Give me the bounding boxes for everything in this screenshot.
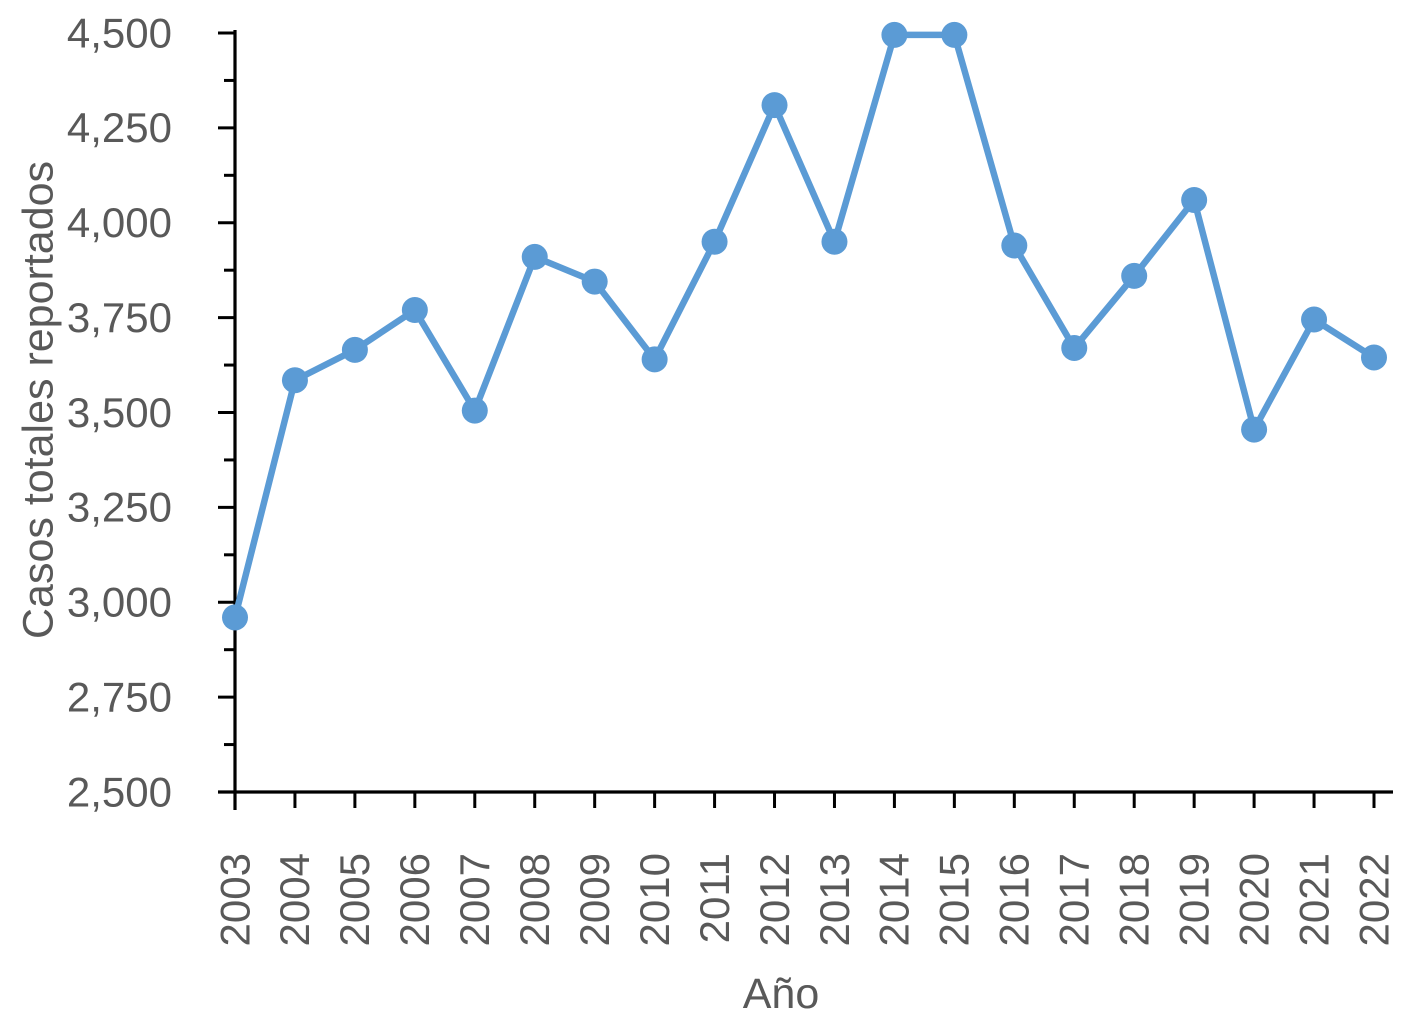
data-point-marker-2015 — [941, 21, 968, 48]
data-point-marker-2011 — [701, 228, 728, 255]
data-point-marker-2013 — [821, 228, 848, 255]
y-tick-label: 3,750 — [67, 294, 172, 341]
x-tick-label: 2006 — [391, 853, 438, 946]
data-point-marker-2019 — [1181, 186, 1208, 213]
x-tick-label: 2011 — [691, 853, 738, 943]
y-tick-label: 2,500 — [67, 768, 172, 815]
axes-layer — [218, 30, 1393, 810]
y-tick-label: 3,000 — [67, 579, 172, 626]
tick-labels-layer: 2,500 2,750 3,000 3,250 3,500 3,750 4,000 4,250… — [67, 9, 1397, 946]
x-tick-label: 2008 — [511, 853, 558, 946]
x-tick-label: 2004 — [271, 853, 318, 946]
x-tick-label: 2003 — [211, 853, 258, 946]
y-tick-label: 2,750 — [67, 673, 172, 720]
data-point-marker-2003 — [222, 604, 248, 631]
data-point-marker-2012 — [761, 92, 788, 119]
y-axis-title: Casos totales reportados — [15, 161, 63, 639]
data-point-marker-2020 — [1241, 416, 1268, 443]
ticks-layer — [218, 31, 1376, 808]
x-tick-label: 2009 — [571, 853, 618, 946]
x-tick-label: 2019 — [1170, 853, 1217, 946]
data-point-marker-2010 — [641, 346, 668, 373]
data-point-marker-2007 — [461, 397, 488, 424]
x-tick-label: 2021 — [1290, 853, 1337, 946]
y-tick-label: 4,500 — [67, 9, 172, 56]
data-point-marker-2004 — [281, 367, 308, 394]
x-tick-label: 2020 — [1230, 853, 1277, 946]
data-point-marker-2016 — [1001, 232, 1028, 259]
data-point-marker-2018 — [1121, 262, 1148, 289]
data-point-marker-2008 — [521, 243, 548, 270]
x-tick-label: 2015 — [931, 853, 978, 946]
data-point-marker-2021 — [1301, 306, 1328, 333]
y-tick-label: 4,250 — [67, 104, 172, 151]
data-point-marker-2014 — [881, 21, 908, 48]
x-tick-label: 2013 — [811, 853, 858, 946]
data-point-marker-2009 — [581, 268, 608, 295]
y-tick-label: 4,000 — [67, 199, 172, 246]
x-tick-label: 2010 — [631, 853, 678, 946]
data-point-marker-2006 — [401, 297, 428, 324]
data-point-marker-2005 — [341, 336, 368, 363]
x-tick-label: 2018 — [1110, 853, 1157, 946]
x-tick-label: 2005 — [331, 853, 378, 946]
data-point-marker-2017 — [1061, 334, 1088, 361]
series-line — [231, 31, 1378, 621]
x-axis-title: Año — [743, 970, 820, 1018]
series-layer — [222, 21, 1387, 631]
x-tick-label: 2022 — [1350, 853, 1397, 946]
x-tick-label: 2014 — [871, 853, 918, 946]
x-tick-label: 2017 — [1051, 853, 1098, 946]
x-tick-label: 2007 — [451, 853, 498, 946]
x-tick-label: 2016 — [991, 853, 1038, 946]
data-point-marker-2022 — [1360, 344, 1387, 371]
x-tick-label: 2012 — [751, 853, 798, 946]
y-tick-label: 3,500 — [67, 389, 172, 436]
y-tick-label: 3,250 — [67, 484, 172, 531]
